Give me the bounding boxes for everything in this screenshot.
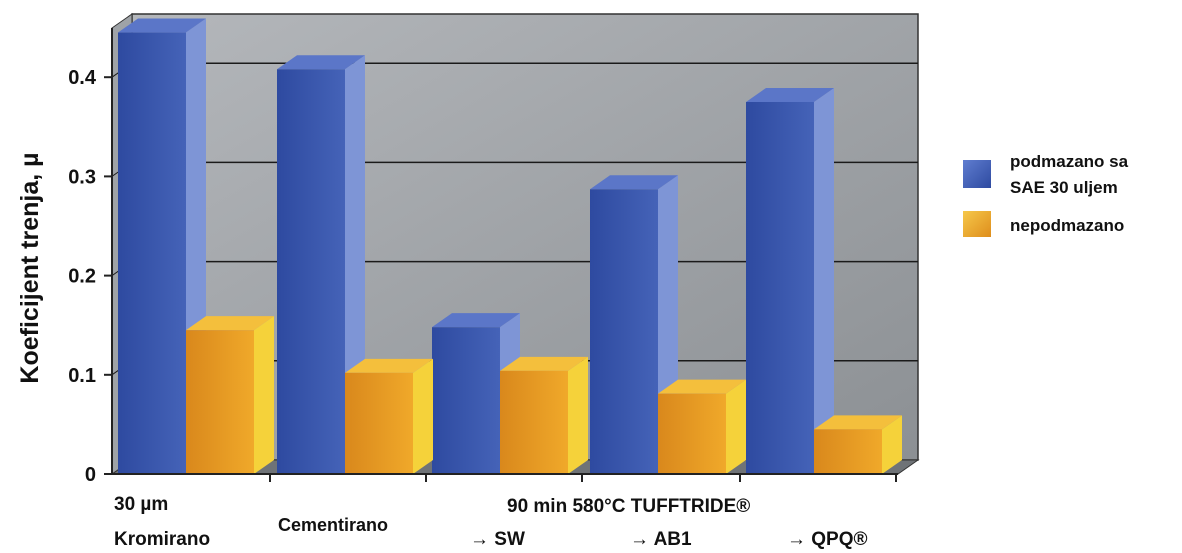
bar-top-face (118, 18, 206, 33)
y-axis-label: Koeficijent trenja, µ (16, 152, 44, 383)
category-label-cementirano: Cementirano (278, 515, 388, 535)
bar-side-face (814, 88, 834, 474)
y-tick-label: 0.1 (68, 365, 96, 387)
bar-side-face (413, 358, 433, 474)
bar-top-face (814, 415, 902, 430)
bar-side-face (726, 379, 746, 474)
bar-unlubricated (658, 379, 746, 474)
bar-side-face (254, 316, 274, 474)
y-tick-label: 0.3 (68, 166, 96, 188)
legend-swatch-lubricated (963, 160, 991, 188)
bar-top-face (746, 88, 834, 102)
legend-label-lubricated-line2: SAE 30 uljem (1010, 178, 1118, 197)
bar-unlubricated (500, 356, 588, 474)
bar-front-face (590, 189, 658, 474)
y-tick-label: 0 (85, 464, 96, 486)
bar-top-face (500, 356, 588, 371)
bar-front-face (345, 372, 413, 474)
bar-front-face (746, 102, 814, 474)
bar-front-face (118, 32, 186, 475)
bar-front-face (658, 393, 726, 474)
bar-front-face (432, 327, 500, 474)
bar-lubricated (746, 88, 834, 474)
y-tick-label: 0.4 (68, 67, 97, 89)
bar-top-face (658, 379, 746, 394)
bar-top-face (590, 175, 678, 190)
bar-front-face (277, 69, 345, 474)
category-label-kromirano-line1: 30 µm (114, 494, 168, 515)
legend: podmazano sa SAE 30 uljem nepodmazano (963, 152, 1129, 237)
bar-side-face (882, 415, 902, 474)
bars (118, 18, 902, 475)
bar-front-face (186, 330, 254, 474)
bar-lubricated (277, 55, 365, 474)
bar-top-face (186, 316, 274, 331)
category-label-sw: → SW (470, 529, 525, 550)
bar-unlubricated (345, 358, 433, 474)
bar-unlubricated (814, 415, 902, 474)
bar-top-face (277, 55, 365, 70)
bar-top-face (432, 313, 520, 328)
legend-label-lubricated-line1: podmazano sa (1010, 152, 1129, 171)
category-label-qpq: → QPQ® (787, 529, 868, 550)
bar-top-face (345, 358, 433, 373)
legend-label-unlubricated: nepodmazano (1010, 216, 1124, 235)
legend-swatch-unlubricated (963, 211, 991, 237)
category-label-kromirano-line2: Kromirano (114, 529, 210, 550)
bar-front-face (500, 370, 568, 474)
y-ticks: 0 0.1 0.2 0.3 0.4 (68, 67, 112, 486)
category-label-ab1: → AB1 (630, 529, 692, 550)
bar-front-face (814, 429, 882, 474)
bar-side-face (568, 356, 588, 474)
category-group-header: 90 min 580°C TUFFTRIDE® (507, 496, 750, 517)
bar-unlubricated (186, 316, 274, 474)
y-tick-label: 0.2 (68, 266, 96, 288)
